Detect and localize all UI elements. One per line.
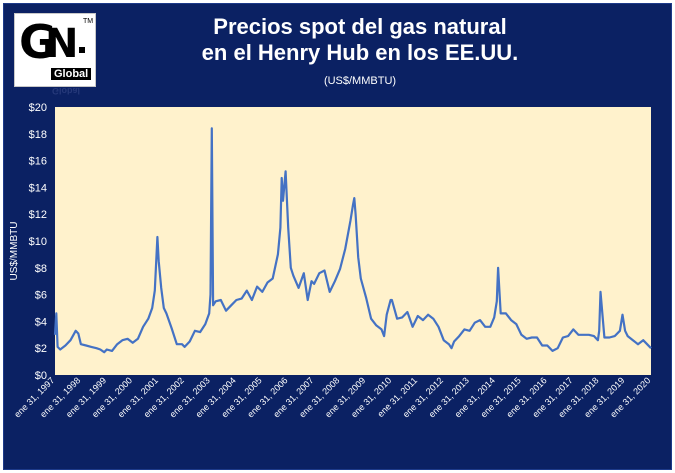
logo-trademark: TM [83,18,94,25]
y-tick-label: $6 [35,290,47,302]
y-tick-label: $16 [29,156,47,168]
y-tick-label: $14 [29,182,47,194]
logo-mark-n: N [45,21,79,67]
y-tick-label: $18 [29,129,47,141]
y-tick-label: $12 [29,209,47,221]
series-line [53,127,652,354]
logo-mark-g: G [19,15,57,69]
chart-title-line-2: en el Henry Hub en los EE.UU. [201,40,519,65]
chart-title: Precios spot del gas natural en el Henry… [100,14,620,66]
y-tick-label: $10 [29,236,47,248]
logo-dot [79,47,85,53]
gn-global-logo: G N TM Global [14,13,96,87]
y-axis-label: US$/MMBTU [9,222,20,281]
y-tick-label: $0 [35,370,47,382]
y-tick-label: $20 [29,102,47,114]
plot-area [55,107,651,375]
y-tick-label: $4 [35,316,47,328]
chart-subtitle: (US$/MMBTU) [323,75,397,87]
y-axis-ticks: $0 $2 $4 $6 $8 $10 $12 $14 $16 $18 $20 [29,102,47,382]
chart-title-line-1: Precios spot del gas natural [213,14,507,39]
y-tick-label: $8 [35,263,47,275]
logo-subtitle: Global [51,68,92,80]
y-tick-label: $2 [35,343,47,355]
